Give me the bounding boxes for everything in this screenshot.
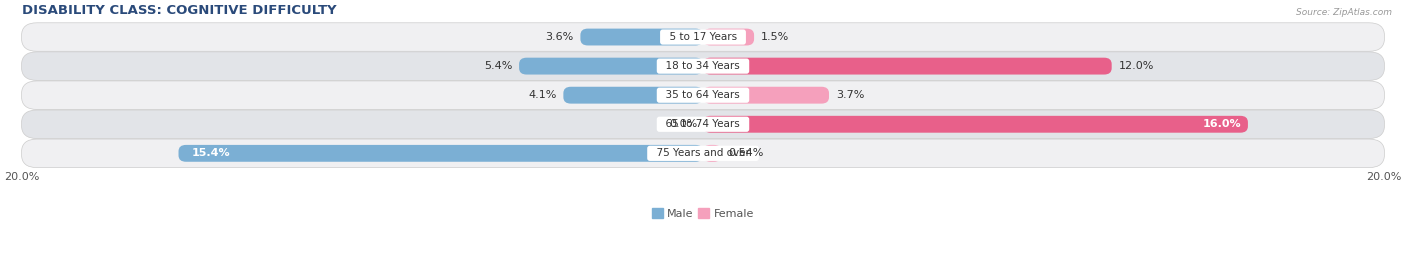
Text: 15.4%: 15.4%	[193, 148, 231, 158]
Text: 35 to 64 Years: 35 to 64 Years	[659, 90, 747, 100]
Text: 3.6%: 3.6%	[546, 32, 574, 42]
FancyBboxPatch shape	[179, 145, 703, 162]
FancyBboxPatch shape	[703, 145, 721, 162]
FancyBboxPatch shape	[21, 81, 1385, 109]
FancyBboxPatch shape	[703, 87, 830, 104]
Text: 5.4%: 5.4%	[484, 61, 512, 71]
FancyBboxPatch shape	[703, 29, 754, 45]
Text: Source: ZipAtlas.com: Source: ZipAtlas.com	[1296, 8, 1392, 17]
FancyBboxPatch shape	[564, 87, 703, 104]
FancyBboxPatch shape	[21, 23, 1385, 51]
FancyBboxPatch shape	[581, 29, 703, 45]
Text: 4.1%: 4.1%	[529, 90, 557, 100]
Text: 0.0%: 0.0%	[669, 119, 697, 129]
FancyBboxPatch shape	[21, 110, 1385, 139]
Text: 16.0%: 16.0%	[1202, 119, 1241, 129]
Text: 3.7%: 3.7%	[835, 90, 865, 100]
Text: DISABILITY CLASS: COGNITIVE DIFFICULTY: DISABILITY CLASS: COGNITIVE DIFFICULTY	[22, 4, 336, 17]
Legend: Male, Female: Male, Female	[647, 204, 759, 223]
FancyBboxPatch shape	[703, 58, 1112, 75]
FancyBboxPatch shape	[703, 116, 1249, 133]
Text: 65 to 74 Years: 65 to 74 Years	[659, 119, 747, 129]
Text: 75 Years and over: 75 Years and over	[650, 148, 756, 158]
FancyBboxPatch shape	[21, 139, 1385, 168]
Text: 0.54%: 0.54%	[728, 148, 763, 158]
Text: 18 to 34 Years: 18 to 34 Years	[659, 61, 747, 71]
Text: 5 to 17 Years: 5 to 17 Years	[662, 32, 744, 42]
Text: 12.0%: 12.0%	[1119, 61, 1154, 71]
FancyBboxPatch shape	[21, 52, 1385, 80]
Text: 1.5%: 1.5%	[761, 32, 789, 42]
FancyBboxPatch shape	[519, 58, 703, 75]
